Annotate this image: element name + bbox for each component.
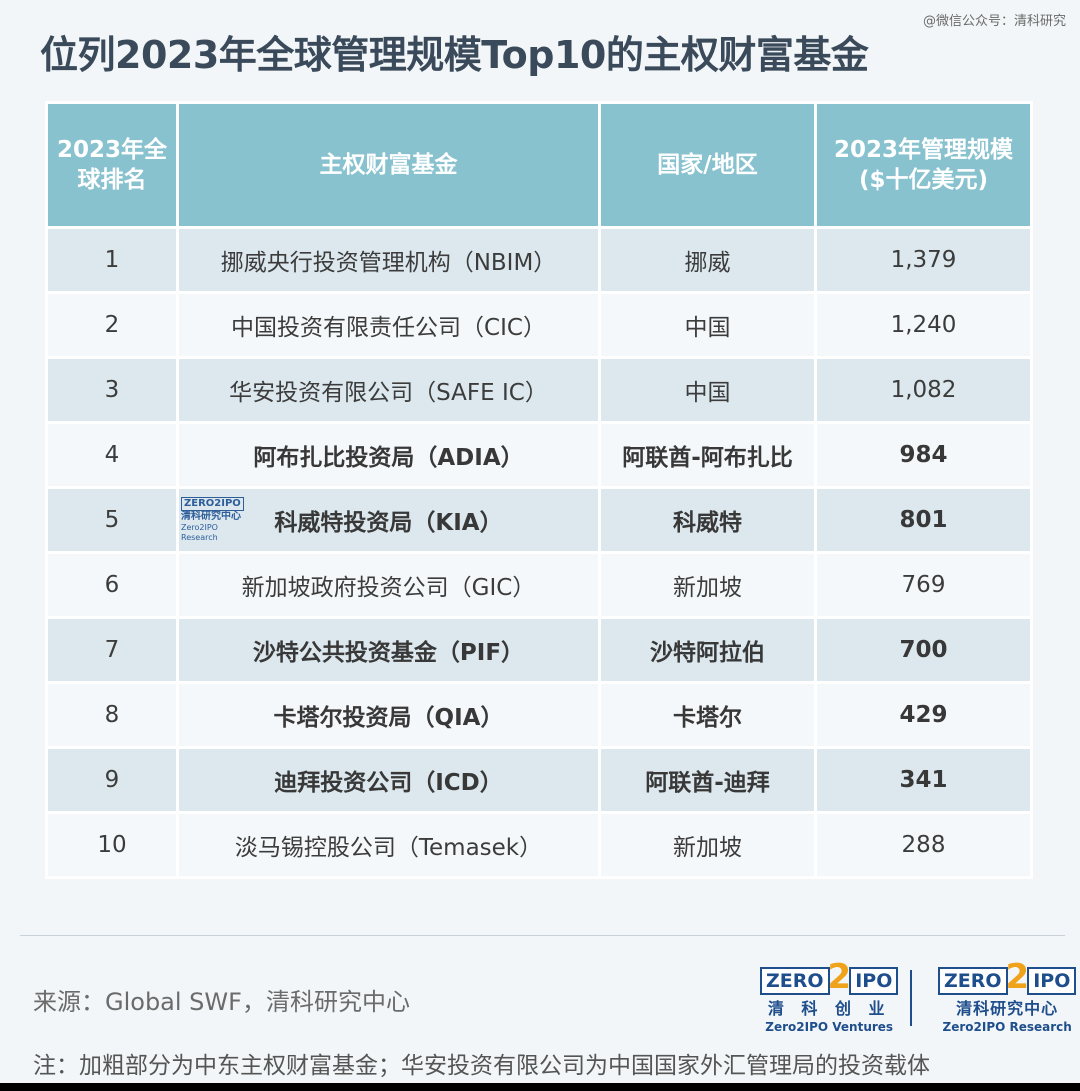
region-cell: 中国 [598,356,817,424]
rank-cell: 9 [45,746,179,814]
table-row: 8 卡塔尔投资局（QIA） 卡塔尔 429 [45,681,1033,749]
aum-cell: 700 [814,616,1033,684]
table-row: 1 挪威央行投资管理机构（NBIM） 挪威 1,379 [45,226,1033,294]
logo-separator [910,970,912,1026]
zero2ipo-research-logo: ZERO 2 IPO 清科研究中心 Zero2IPO Research [938,960,1077,1034]
fund-cell: 淡马锡控股公司（Temasek） [176,811,601,879]
region-cell: 挪威 [598,226,817,294]
footnote: 注：加粗部分为中东主权财富基金；华安投资有限公司为中国国家外汇管理局的投资载体 [33,1053,930,1079]
table-row: 9 迪拜投资公司（ICD） 阿联酋-迪拜 341 [45,746,1033,814]
zero2ipo-ventures-logo: ZERO 2 IPO 清 科 创 业 Zero2IPO Ventures [760,960,899,1034]
fund-cell: 挪威央行投资管理机构（NBIM） [176,226,601,294]
fund-cell: 阿布扎比投资局（ADIA） [176,421,601,489]
header-region: 国家/地区 [598,101,817,229]
fund-cell: 新加坡政府投资公司（GIC） [176,551,601,619]
aum-cell: 288 [814,811,1033,879]
logo-cn: 清 科 创 业 [767,999,891,1018]
aum-cell: 801 [814,486,1033,554]
logo-ipo: IPO [849,967,899,995]
aum-cell: 1,082 [814,356,1033,424]
region-cell: 新加坡 [598,811,817,879]
rank-cell: 6 [45,551,179,619]
rank-cell: 4 [45,421,179,489]
footer-divider [20,935,1065,936]
fund-cell: 迪拜投资公司（ICD） [176,746,601,814]
aum-cell: 1,379 [814,226,1033,294]
logo-ipo: IPO [1027,967,1077,995]
region-cell: 阿联酋-迪拜 [598,746,817,814]
header-line: 国家/地区 [657,152,758,178]
rank-cell: 1 [45,226,179,294]
header-line: ($十亿美元) [858,167,989,193]
logo-zero: ZERO [938,967,1008,995]
logo-two: 2 [1005,957,1030,997]
source-text: 来源：Global SWF，清科研究中心 [33,988,410,1016]
table-header-row: 2023年全 球排名 主权财富基金 国家/地区 2023年管理规模 ($十亿美元) [45,101,1033,229]
table-row: 4 阿布扎比投资局（ADIA） 阿联酋-阿布扎比 984 [45,421,1033,489]
aum-cell: 341 [814,746,1033,814]
logo-zero: ZERO [760,967,830,995]
header-fund: 主权财富基金 [176,101,601,229]
table-row: 3 华安投资有限公司（SAFE IC） 中国 1,082 [45,356,1033,424]
rank-cell: 7 [45,616,179,684]
table-row: 7 沙特公共投资基金（PIF） 沙特阿拉伯 700 [45,616,1033,684]
bottom-bar [0,1083,1080,1091]
header-line: 球排名 [77,167,147,193]
logo-two: 2 [827,957,852,997]
header-line: 2023年全 [56,137,167,163]
aum-cell: 984 [814,421,1033,489]
page-title: 位列2023年全球管理规模Top10的主权财富基金 [40,33,869,77]
region-cell: 新加坡 [598,551,817,619]
rank-cell: 10 [45,811,179,879]
logo-en: Zero2IPO Ventures [765,1020,894,1034]
table-row: 6 新加坡政府投资公司（GIC） 新加坡 769 [45,551,1033,619]
logo-en: Zero2IPO Research [942,1020,1072,1034]
header-line: 2023年管理规模 [833,137,1013,163]
region-cell: 科威特 [598,486,817,554]
header-aum: 2023年管理规模 ($十亿美元) [814,101,1033,229]
aum-cell: 1,240 [814,291,1033,359]
fund-cell: 华安投资有限公司（SAFE IC） [176,356,601,424]
fund-cell: 中国投资有限责任公司（CIC） [176,291,601,359]
aum-cell: 429 [814,681,1033,749]
rank-cell: 2 [45,291,179,359]
fund-cell: 卡塔尔投资局（QIA） [176,681,601,749]
region-cell: 沙特阿拉伯 [598,616,817,684]
header-rank: 2023年全 球排名 [45,101,179,229]
fund-cell: 沙特公共投资基金（PIF） [176,616,601,684]
table-row: 5 科威特投资局（KIA） 科威特 801 [45,486,1033,554]
rank-cell: 5 [45,486,179,554]
wechat-watermark: @微信公众号：清科研究 [922,14,1066,29]
region-cell: 中国 [598,291,817,359]
rank-cell: 8 [45,681,179,749]
logo-cn: 清科研究中心 [956,999,1059,1018]
fund-cell: 科威特投资局（KIA） [176,486,601,554]
rank-cell: 3 [45,356,179,424]
region-cell: 卡塔尔 [598,681,817,749]
header-line: 主权财富基金 [319,152,458,178]
region-cell: 阿联酋-阿布扎比 [598,421,817,489]
swf-table: 2023年全 球排名 主权财富基金 国家/地区 2023年管理规模 ($十亿美元) … [45,101,1033,879]
table-row: 10 淡马锡控股公司（Temasek） 新加坡 288 [45,811,1033,879]
aum-cell: 769 [814,551,1033,619]
table-row: 2 中国投资有限责任公司（CIC） 中国 1,240 [45,291,1033,359]
